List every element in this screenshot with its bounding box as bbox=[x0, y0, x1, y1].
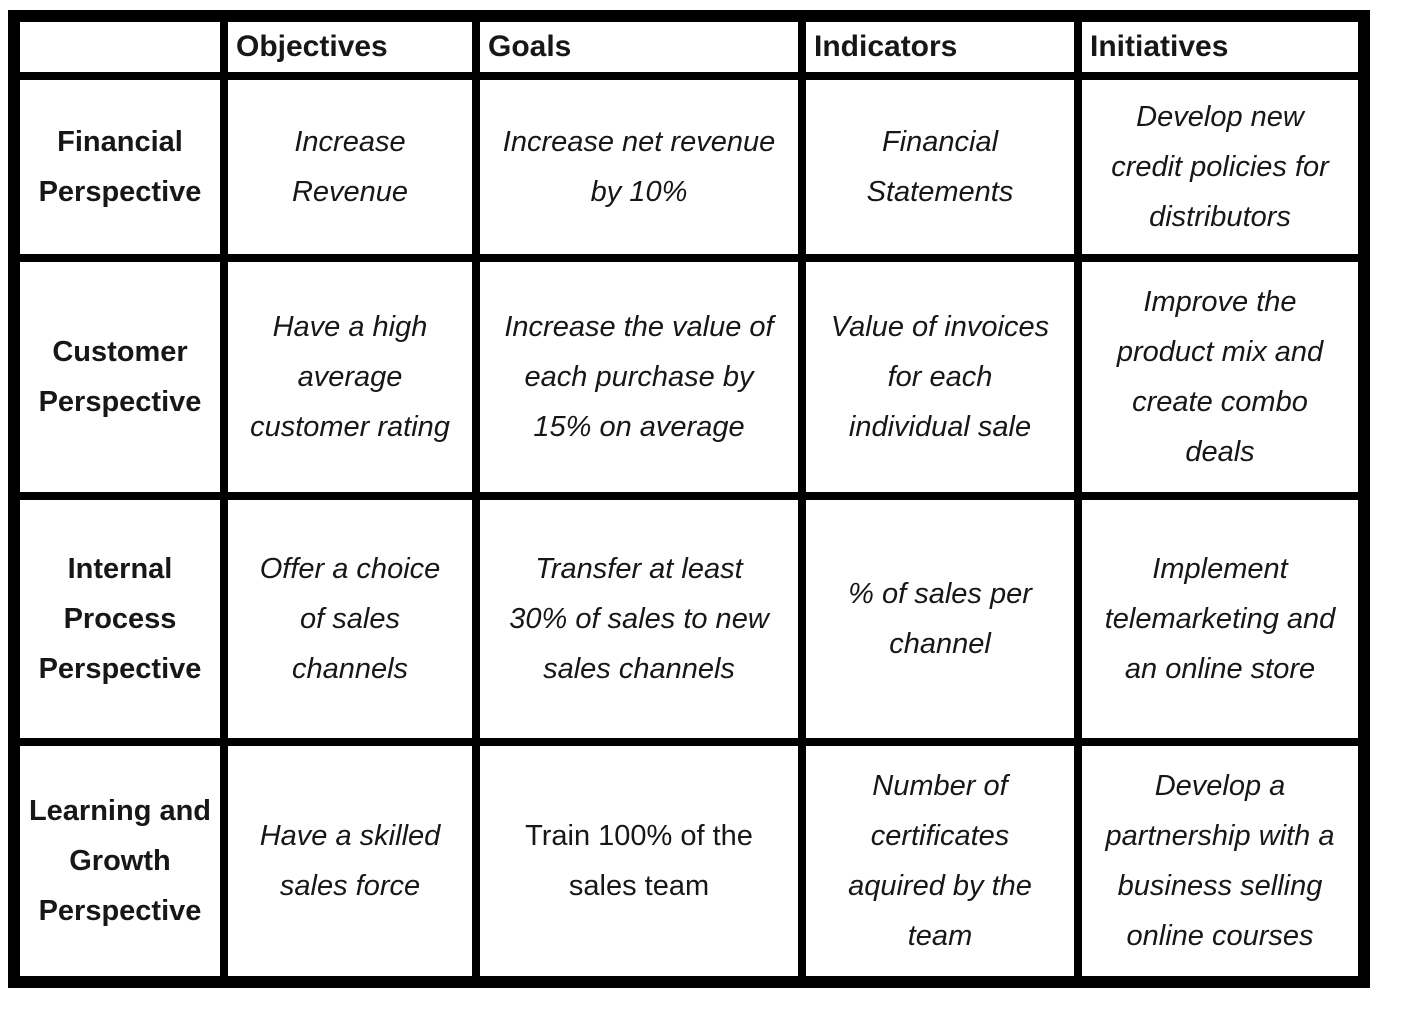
corner-cell bbox=[10, 12, 228, 80]
row-header-learning-growth-perspective: Learning and Growth Perspective bbox=[10, 738, 228, 986]
table-row-internal-process: Internal Process Perspective Offer a cho… bbox=[10, 492, 1368, 746]
document-canvas: Objectives Goals Indicators Initiatives … bbox=[8, 10, 1370, 988]
column-header-goals: Goals bbox=[472, 12, 806, 80]
cell-financial-goals: Increase net revenue by 10% bbox=[472, 72, 806, 262]
cell-customer-initiatives: Improve the product mix and create combo… bbox=[1074, 254, 1368, 500]
balanced-scorecard-table: Objectives Goals Indicators Initiatives … bbox=[8, 10, 1370, 988]
cell-financial-initiatives: Develop new credit policies for distribu… bbox=[1074, 72, 1368, 262]
cell-learning-growth-indicators: Number of certificates aquired by the te… bbox=[798, 738, 1082, 986]
table-row-customer: Customer Perspective Have a high average… bbox=[10, 254, 1368, 500]
cell-learning-growth-initiatives: Develop a partnership with a business se… bbox=[1074, 738, 1368, 986]
cell-internal-process-initiatives: Implement telemarketing and an online st… bbox=[1074, 492, 1368, 746]
header-row: Objectives Goals Indicators Initiatives bbox=[10, 12, 1368, 80]
row-header-financial-perspective: Financial Perspective bbox=[10, 72, 228, 262]
column-header-initiatives: Initiatives bbox=[1074, 12, 1368, 80]
row-header-internal-process-perspective: Internal Process Perspective bbox=[10, 492, 228, 746]
cell-internal-process-goals: Transfer at least 30% of sales to new sa… bbox=[472, 492, 806, 746]
cell-customer-indicators: Value of invoices for each individual sa… bbox=[798, 254, 1082, 500]
cell-learning-growth-objectives: Have a skilled sales force bbox=[220, 738, 480, 986]
column-header-indicators: Indicators bbox=[798, 12, 1082, 80]
cell-customer-goals: Increase the value of each purchase by 1… bbox=[472, 254, 806, 500]
cell-financial-objectives: Increase Revenue bbox=[220, 72, 480, 262]
cell-learning-growth-goals: Train 100% of the sales team bbox=[472, 738, 806, 986]
cell-customer-objectives: Have a high average customer rating bbox=[220, 254, 480, 500]
column-header-objectives: Objectives bbox=[220, 12, 480, 80]
row-header-customer-perspective: Customer Perspective bbox=[10, 254, 228, 500]
cell-internal-process-indicators: % of sales per channel bbox=[798, 492, 1082, 746]
cell-internal-process-objectives: Offer a choice of sales channels bbox=[220, 492, 480, 746]
table-row-learning-growth: Learning and Growth Perspective Have a s… bbox=[10, 738, 1368, 986]
cell-financial-indicators: Financial Statements bbox=[798, 72, 1082, 262]
table-row-financial: Financial Perspective Increase Revenue I… bbox=[10, 72, 1368, 262]
